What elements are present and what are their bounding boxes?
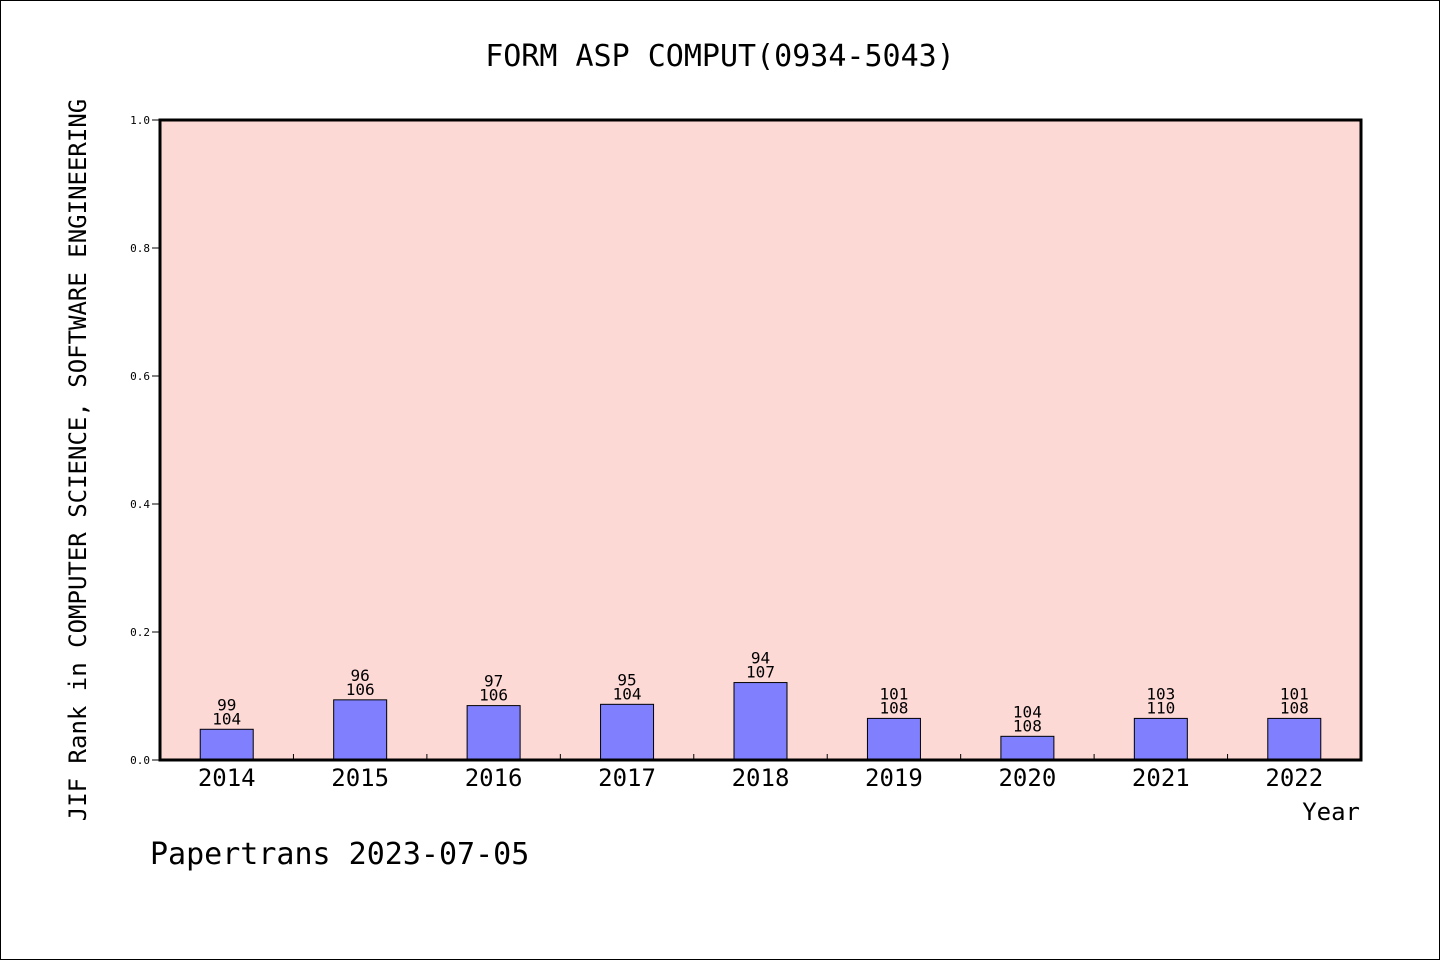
- y-axis-label: JIF Rank in COMPUTER SCIENCE, SOFTWARE E…: [64, 99, 92, 821]
- bar-2022: [1267, 717, 1322, 761]
- bar-2016: [466, 705, 521, 761]
- bar-total-label: 108: [879, 698, 908, 717]
- bar-rank-label: 94: [751, 649, 770, 668]
- x-axis-label: Year: [1302, 798, 1360, 826]
- bars-group: [199, 682, 1322, 761]
- bar-2017: [600, 703, 655, 761]
- x-tick-label: 2018: [732, 764, 790, 792]
- x-tick-label: 2019: [865, 764, 923, 792]
- bar-rank-label: 96: [351, 666, 370, 685]
- bar-total-label: 104: [613, 684, 642, 703]
- bar-2021: [1133, 717, 1188, 761]
- watermark-text: Papertrans 2023-07-05: [150, 837, 529, 872]
- bar-total-label: 110: [1146, 698, 1175, 717]
- bar-total-label: 106: [346, 680, 375, 699]
- bar-rank-label: 97: [484, 672, 503, 691]
- bar-rank-label: 95: [617, 670, 636, 689]
- y-tick-label: 1.0: [130, 114, 150, 127]
- bar-rank-label: 104: [1013, 702, 1042, 721]
- x-tick-label: 2016: [465, 764, 523, 792]
- y-tick-label: 0.6: [130, 370, 150, 383]
- chart-title: FORM ASP COMPUT(0934-5043): [485, 39, 955, 74]
- x-tick-label: 2015: [331, 764, 389, 792]
- bar-2014: [199, 728, 254, 761]
- bar-total-label: 107: [746, 663, 775, 682]
- bar-total-label: 106: [479, 686, 508, 705]
- y-tick-label: 0.8: [130, 242, 150, 255]
- x-tick-label: 2020: [998, 764, 1056, 792]
- plot-area: [160, 120, 1361, 760]
- y-axis-ticks: 0.0 0.2 0.4 0.6 0.8 1.0: [130, 114, 160, 767]
- bar-rank-label: 103: [1146, 684, 1175, 703]
- y-tick-label: 0.2: [130, 626, 150, 639]
- bar-rank-label: 101: [1280, 684, 1309, 703]
- y-tick-label: 0.4: [130, 498, 150, 511]
- bar-2019: [866, 717, 921, 761]
- bar-total-label: 108: [1013, 716, 1042, 735]
- x-tick-label: 2017: [598, 764, 656, 792]
- x-axis-ticks: 2014 2015 2016 2017 2018 2019 2020 2021 2022: [198, 754, 1323, 792]
- bar-rank-label: 101: [879, 684, 908, 703]
- x-tick-label: 2014: [198, 764, 256, 792]
- bar-rank-label: 99: [217, 695, 236, 714]
- bar-2018: [733, 682, 788, 761]
- x-tick-label: 2021: [1132, 764, 1190, 792]
- y-tick-label: 0.0: [130, 754, 150, 767]
- bar-2015: [333, 699, 388, 761]
- plot-border: [158, 118, 1363, 762]
- bar-2020: [1000, 735, 1055, 761]
- bar-total-label: 108: [1280, 698, 1309, 717]
- bar-total-label: 104: [212, 709, 241, 728]
- x-tick-label: 2022: [1265, 764, 1323, 792]
